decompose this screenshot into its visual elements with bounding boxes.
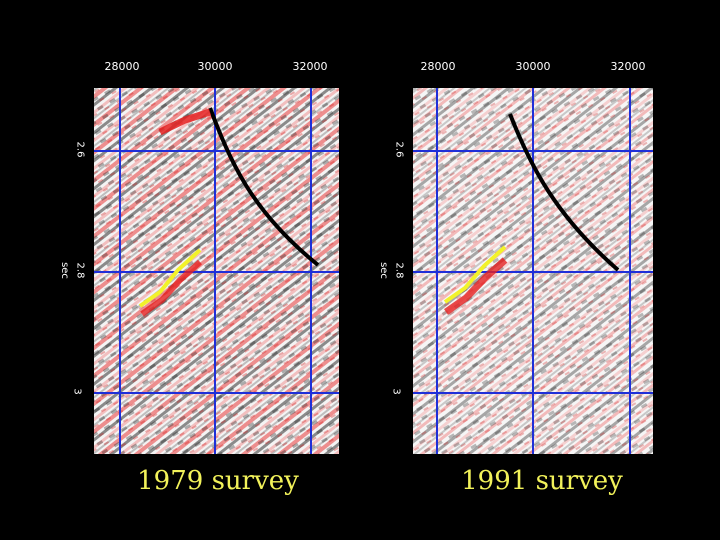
x-tick-label: 32000 xyxy=(292,60,328,73)
x-tick-label: 28000 xyxy=(104,60,140,73)
red-reflector xyxy=(443,257,508,315)
x-tick-label: 30000 xyxy=(197,60,233,73)
panel-1979: 28000 30000 32000 2.6 2.8 sec 3 1979 sur… xyxy=(59,60,339,496)
seismic-section-1979 xyxy=(94,88,339,454)
red-reflector xyxy=(140,259,203,317)
y-tick-label: 2.6 xyxy=(393,141,405,158)
y-tick-label: 2.8 xyxy=(393,262,405,279)
horizon-pick xyxy=(443,245,507,304)
x-tick-label: 28000 xyxy=(420,60,456,73)
grid xyxy=(413,88,653,454)
horizon-pick xyxy=(138,248,202,308)
red-reflector-top xyxy=(158,108,212,136)
y-unit-label: sec xyxy=(377,262,389,279)
survey-caption: 1979 survey xyxy=(137,466,299,496)
survey-caption: 1991 survey xyxy=(461,466,623,496)
y-tick-label: 3 xyxy=(390,388,402,395)
fault-line xyxy=(508,113,620,272)
x-tick-label: 32000 xyxy=(610,60,646,73)
grid xyxy=(94,88,339,454)
fault-line xyxy=(208,107,320,267)
x-tick-label: 30000 xyxy=(515,60,551,73)
